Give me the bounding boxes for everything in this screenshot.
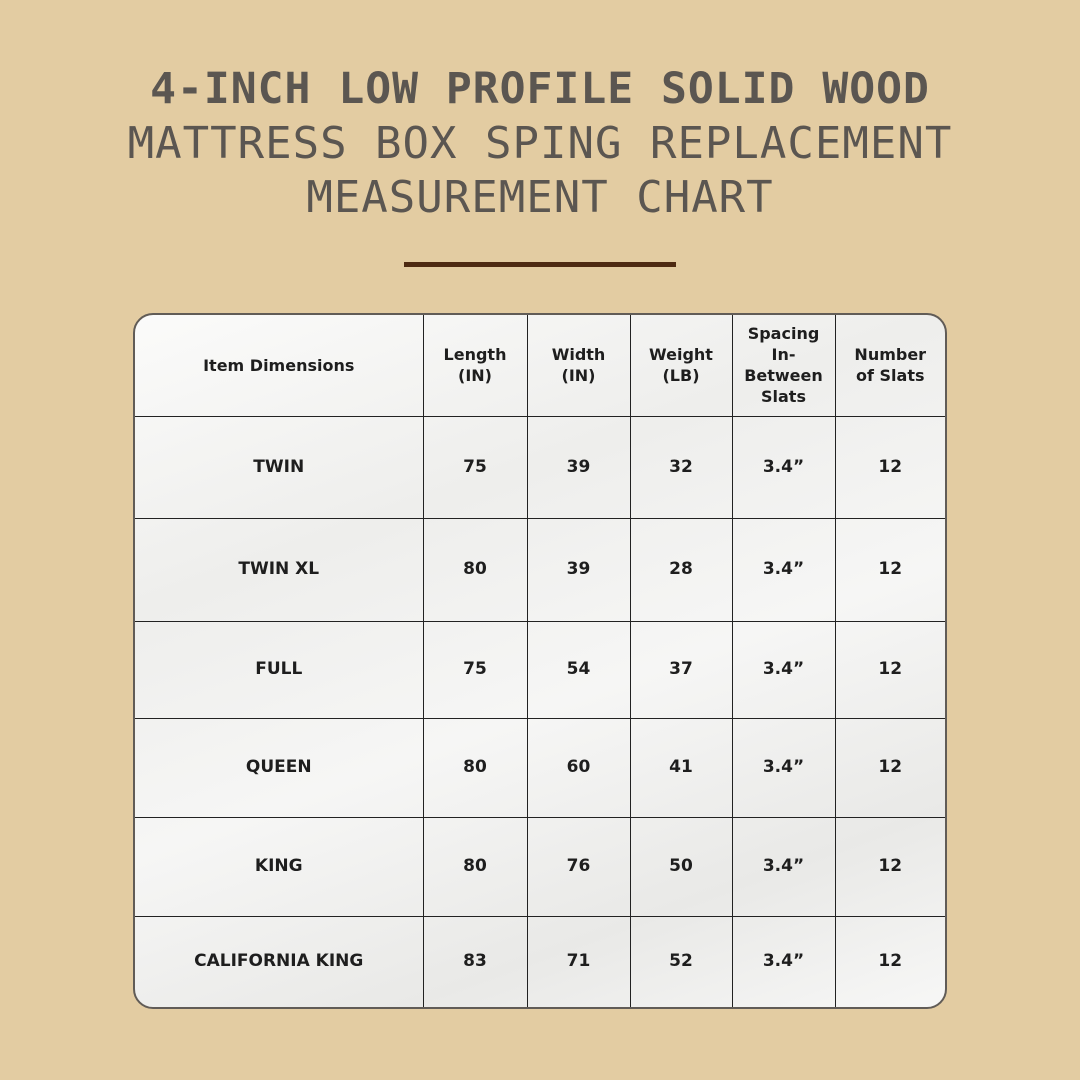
column-header-text: Slats [761, 387, 806, 407]
title-line-1: 4-INCH LOW PROFILE SOLID WOOD [150, 64, 930, 114]
column-header: Weight (LB) [629, 315, 733, 417]
header-row: Item Dimensions Length (IN) Width (IN) Weight… [135, 315, 945, 417]
value-cell: 12 [834, 517, 945, 622]
column-header-text: Spacing [747, 324, 820, 344]
column-header-text: Width [551, 345, 606, 365]
value-cell: 80 [422, 816, 528, 917]
value-cell: 76 [526, 816, 631, 917]
title-line-3: MEASUREMENT CHART [306, 172, 774, 223]
column-header: Length (IN) [422, 315, 528, 417]
value-cell: 3.4” [731, 717, 836, 818]
value-cell: 12 [834, 816, 945, 917]
value-cell: 80 [422, 717, 528, 818]
value-cell: 12 [834, 717, 945, 818]
column-header-text: (IN) [458, 366, 492, 386]
table-row: FULL 75 54 37 3.4” 12 [135, 620, 945, 719]
column-header-text: Weight [649, 345, 713, 365]
value-cell: 39 [526, 415, 631, 519]
value-cell: 3.4” [731, 620, 836, 719]
value-cell: 37 [629, 620, 733, 719]
table-row: CALIFORNIA KING 83 71 52 3.4” 12 [135, 915, 945, 1007]
table-row: TWIN XL 80 39 28 3.4” 12 [135, 517, 945, 622]
value-cell: 28 [629, 517, 733, 622]
table-row: TWIN 75 39 32 3.4” 12 [135, 415, 945, 519]
size-name-cell: KING [135, 816, 424, 917]
value-cell: 3.4” [731, 517, 836, 622]
column-header-text: Number [854, 345, 927, 365]
value-cell: 12 [834, 915, 945, 1007]
value-cell: 75 [422, 620, 528, 719]
title-line-2: MATTRESS BOX SPING REPLACEMENT [127, 118, 953, 169]
measurement-table: Item Dimensions Length (IN) Width (IN) Weight… [133, 313, 947, 1009]
column-header-text: Length [443, 345, 507, 365]
value-cell: 39 [526, 517, 631, 622]
value-cell: 71 [526, 915, 631, 1007]
value-cell: 3.4” [731, 415, 836, 519]
column-header-text: Item Dimensions [203, 355, 355, 375]
value-cell: 83 [422, 915, 528, 1007]
value-cell: 3.4” [731, 915, 836, 1007]
column-header: Item Dimensions [135, 315, 424, 417]
column-header: Width (IN) [526, 315, 631, 417]
value-cell: 3.4” [731, 816, 836, 917]
value-cell: 41 [629, 717, 733, 818]
value-cell: 32 [629, 415, 733, 519]
table-row: QUEEN 80 60 41 3.4” 12 [135, 717, 945, 818]
value-cell: 12 [834, 620, 945, 719]
value-cell: 50 [629, 816, 733, 917]
title-divider [404, 262, 676, 267]
column-header-text: In-Between [744, 345, 823, 386]
size-name-cell: TWIN [135, 415, 424, 519]
value-cell: 80 [422, 517, 528, 622]
column-header-text: (LB) [662, 366, 700, 386]
size-name-cell: CALIFORNIA KING [135, 915, 424, 1007]
value-cell: 12 [834, 415, 945, 519]
column-header: Number of Slats [834, 315, 945, 417]
column-header: Spacing In-Between Slats [731, 315, 836, 417]
column-header-text: of Slats [856, 366, 925, 386]
value-cell: 60 [526, 717, 631, 818]
value-cell: 75 [422, 415, 528, 519]
size-name-cell: QUEEN [135, 717, 424, 818]
size-name-cell: FULL [135, 620, 424, 719]
column-header-text: (IN) [561, 366, 596, 386]
value-cell: 54 [526, 620, 631, 719]
table-row: KING 80 76 50 3.4” 12 [135, 816, 945, 917]
value-cell: 52 [629, 915, 733, 1007]
size-name-cell: TWIN XL [135, 517, 424, 622]
